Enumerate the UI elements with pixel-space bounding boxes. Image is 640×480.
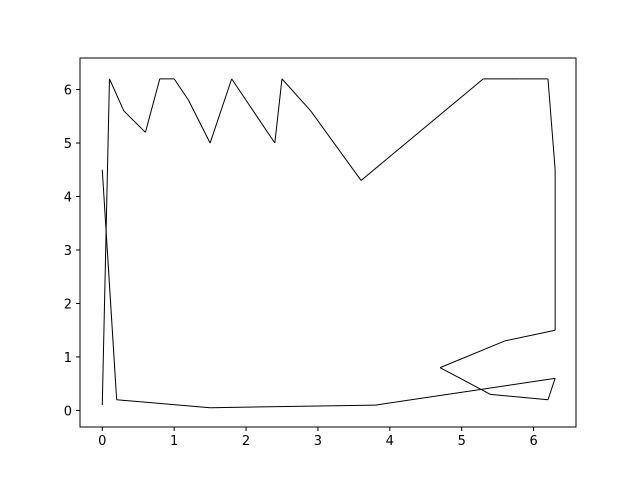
line-segment-22 [547,378,556,400]
line-segment-23 [375,377,556,406]
y-tick-label: 5 [64,137,72,152]
line-segment-21 [490,393,549,401]
line-segment-9 [245,99,276,144]
plot-lines [101,78,556,409]
axes-frame [79,57,577,428]
line-segment-2 [123,110,146,133]
x-tick-label: 4 [386,434,394,449]
x-tick-label: 2 [242,434,250,449]
y-tick-label: 4 [64,191,72,206]
line-segment-1 [109,78,125,112]
line-segment-26 [101,169,118,400]
y-tick-label: 3 [64,244,72,259]
x-axis: 0 1 2 3 4 5 6 [98,427,538,449]
x-tick-label: 6 [529,434,537,449]
y-tick-label: 6 [64,84,72,99]
x-tick-label: 5 [458,434,466,449]
line-segment-24 [210,404,376,409]
line-segment-3 [144,78,161,133]
y-tick-label: 2 [64,297,72,312]
y-tick-label: 1 [64,351,72,366]
x-tick-label: 0 [98,434,106,449]
line-segment-25 [116,399,211,409]
y-axis: 0 1 2 3 4 5 6 [64,84,80,419]
x-tick-label: 3 [314,434,322,449]
line-segment-12 [310,110,362,181]
line-segment-13 [360,78,484,181]
line-segment-5 [173,78,189,101]
line-segment-18 [504,329,556,342]
line-segment-10 [274,78,283,144]
line-segment-6 [188,100,211,144]
line-segment-7 [209,78,233,144]
line-segment-16 [547,78,556,170]
y-tick-label: 0 [64,404,72,419]
line-segment-19 [439,340,506,369]
line-segment-11 [281,78,312,112]
line-segment-20 [439,367,491,395]
line-segment-8 [231,78,247,101]
line-segment-0 [101,78,110,406]
x-tick-label: 1 [170,434,178,449]
